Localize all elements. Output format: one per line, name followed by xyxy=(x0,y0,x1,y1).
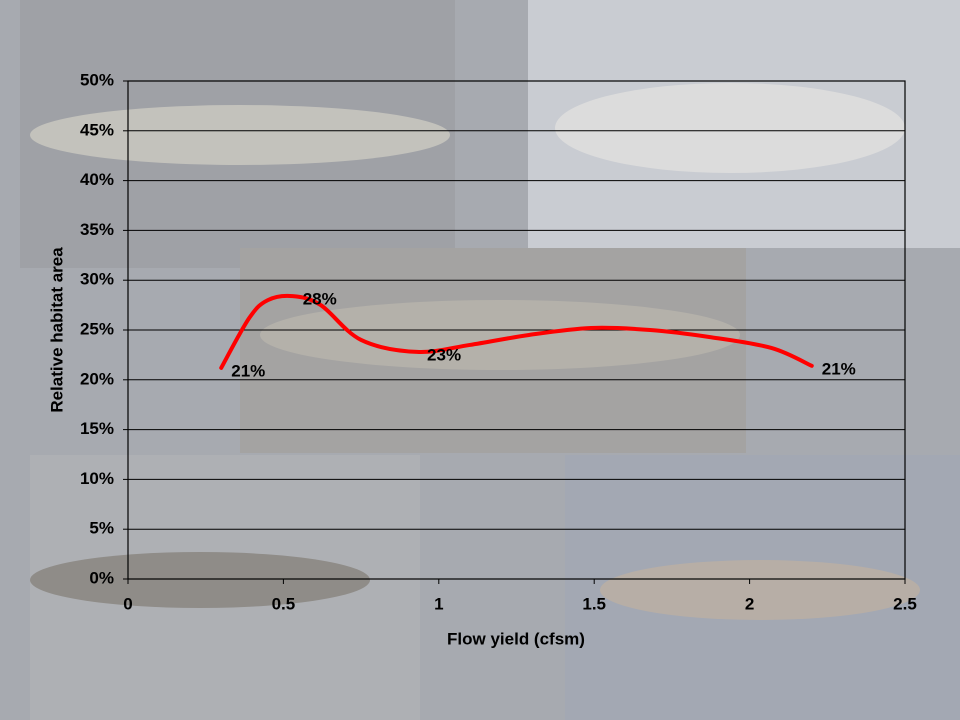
data-label: 23% xyxy=(427,345,461,364)
y-tick-label: 5% xyxy=(89,519,114,538)
y-tick-label: 20% xyxy=(80,369,114,388)
data-line xyxy=(219,293,814,370)
y-tick-label: 10% xyxy=(80,469,114,488)
y-tick-label: 25% xyxy=(80,319,114,338)
y-tick-label: 40% xyxy=(80,170,114,189)
data-label: 21% xyxy=(231,361,265,380)
y-axis-title: Relative habitat area xyxy=(47,247,66,413)
y-tick-label: 45% xyxy=(80,120,114,139)
x-tick-label: 1 xyxy=(434,594,443,613)
data-label: 28% xyxy=(303,290,337,309)
y-tick-label: 30% xyxy=(80,270,114,289)
y-tick-label: 0% xyxy=(89,568,114,587)
x-tick-label: 2 xyxy=(745,594,754,613)
y-tick-label: 50% xyxy=(80,70,114,89)
x-axis-title: Flow yield (cfsm) xyxy=(447,629,585,648)
x-tick-label: 0.5 xyxy=(272,594,296,613)
y-tick-label: 35% xyxy=(80,220,114,239)
y-tick-label: 15% xyxy=(80,419,114,438)
x-tick-label: 2.5 xyxy=(893,594,917,613)
x-tick-label: 1.5 xyxy=(582,594,606,613)
data-label: 21% xyxy=(822,359,856,378)
x-tick-label: 0 xyxy=(123,594,132,613)
